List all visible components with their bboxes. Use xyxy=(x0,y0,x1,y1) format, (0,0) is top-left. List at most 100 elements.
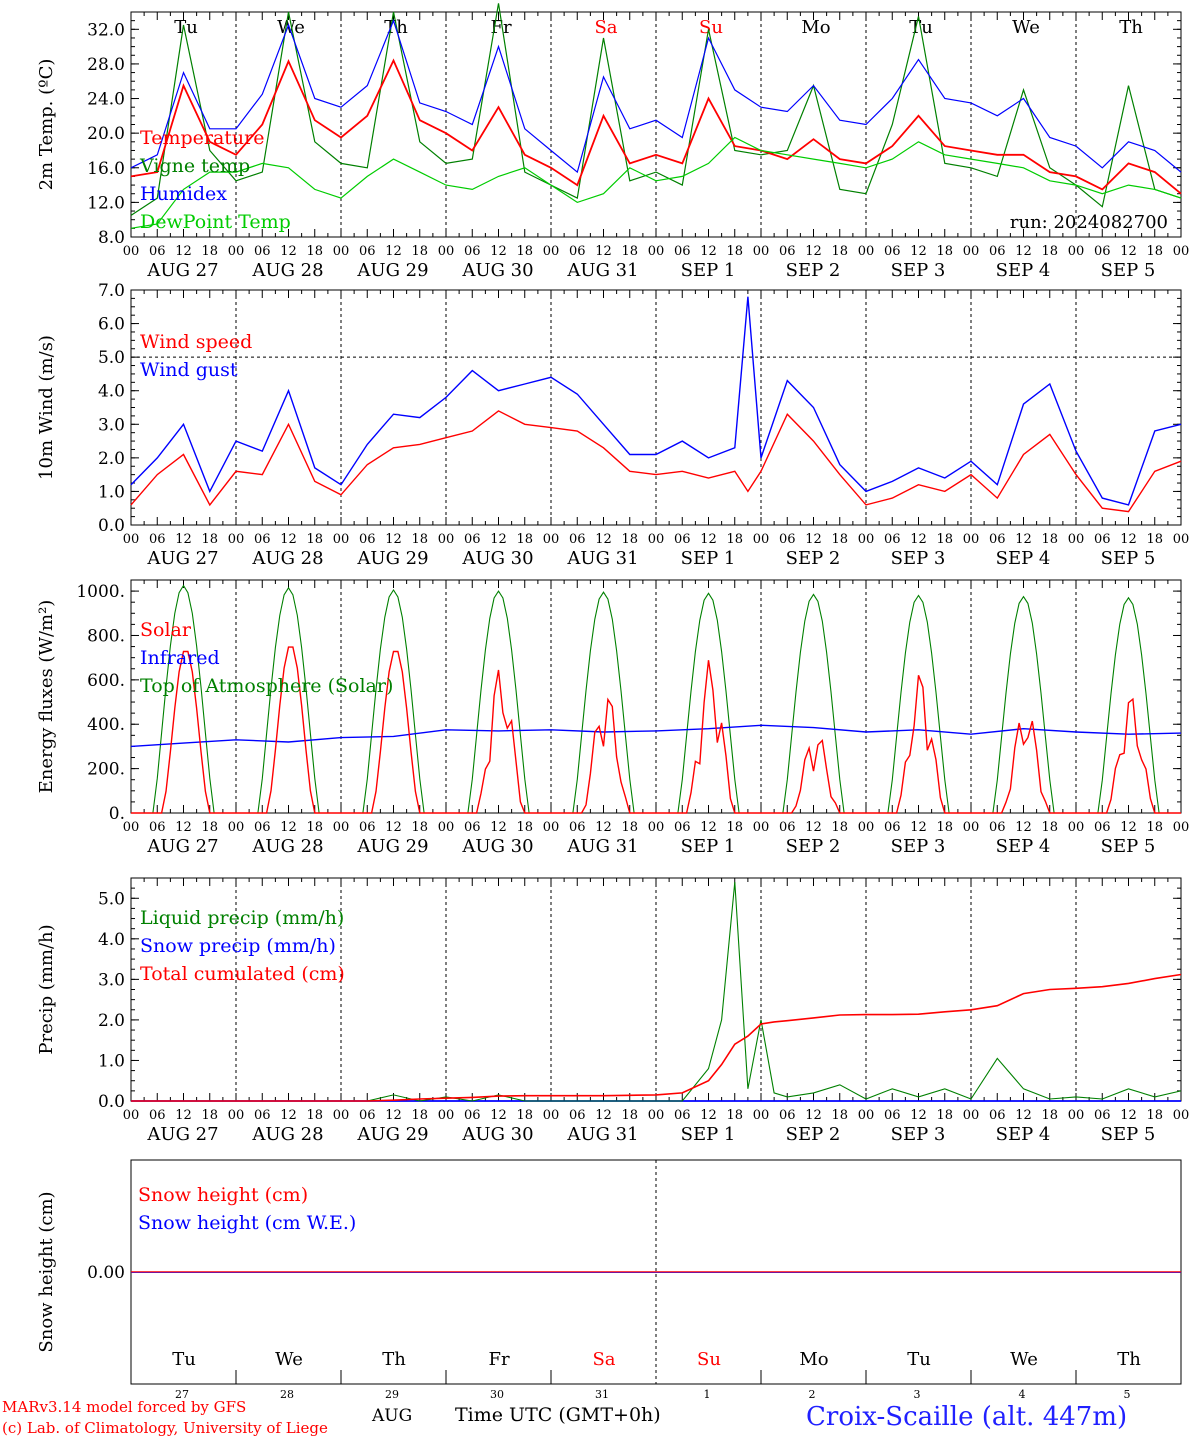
hour-tick-label: 00 xyxy=(543,820,560,835)
hour-tick-label: 12 xyxy=(385,532,402,547)
legend-entry: DewPoint Temp xyxy=(140,211,291,233)
hour-tick-label: 00 xyxy=(123,820,140,835)
hour-tick-label: 12 xyxy=(1015,532,1032,547)
legend-entry: Infrared xyxy=(140,647,220,669)
y-axis-label: Precip (mm/h) xyxy=(36,924,57,1054)
hour-tick-label: 06 xyxy=(779,244,796,259)
y-tick-label: 32.0 xyxy=(87,20,125,40)
hour-tick-label: 00 xyxy=(543,532,560,547)
day-number: 31 xyxy=(595,1388,609,1401)
month-label: AUG xyxy=(372,1406,413,1426)
date-label: SEP 2 xyxy=(786,548,841,569)
date-label: SEP 5 xyxy=(1101,548,1156,569)
station-name: Croix-Scaille (alt. 447m) xyxy=(806,1402,1128,1432)
hour-tick-label: 00 xyxy=(753,820,770,835)
hour-tick-label: 06 xyxy=(464,1108,481,1123)
legend-entry: Snow height (cm W.E.) xyxy=(138,1212,356,1234)
hour-tick-label: 18 xyxy=(831,532,848,547)
weekday-label: Sa xyxy=(594,17,617,38)
weekday-label: Th xyxy=(382,1349,406,1370)
hour-tick-label: 18 xyxy=(411,820,428,835)
legend-entry: Total cumulated (cm) xyxy=(140,963,345,985)
weekday-label: We xyxy=(277,17,305,38)
y-tick-label: 400. xyxy=(87,715,125,735)
y-tick-label: 200. xyxy=(87,760,125,780)
hour-tick-label: 18 xyxy=(1041,1108,1058,1123)
date-label: AUG 30 xyxy=(461,548,533,569)
date-label: AUG 28 xyxy=(251,1124,323,1145)
date-label: AUG 29 xyxy=(356,548,428,569)
hour-tick-label: 00 xyxy=(543,1108,560,1123)
hour-tick-label: 06 xyxy=(149,244,166,259)
hour-tick-label: 06 xyxy=(1094,532,1111,547)
y-axis-label: Snow height (cm) xyxy=(36,1191,57,1352)
hour-tick-label: 12 xyxy=(175,820,192,835)
hour-tick-label: 12 xyxy=(1015,244,1032,259)
run-label: run: 2024082700 xyxy=(1010,212,1168,233)
hour-tick-label: 12 xyxy=(1015,820,1032,835)
hour-tick-label: 00 xyxy=(858,244,875,259)
hour-tick-label: 18 xyxy=(516,244,533,259)
hour-tick-label: 18 xyxy=(726,532,743,547)
date-label: SEP 2 xyxy=(786,260,841,281)
hour-tick-label: 06 xyxy=(674,244,691,259)
date-label: SEP 5 xyxy=(1101,836,1156,857)
hour-tick-label: 18 xyxy=(1146,820,1163,835)
hour-tick-label: 06 xyxy=(989,532,1006,547)
hour-tick-label: 12 xyxy=(175,244,192,259)
hour-tick-label: 12 xyxy=(595,1108,612,1123)
legend-entry: Vigne temp xyxy=(139,155,250,177)
hour-tick-label: 00 xyxy=(228,532,245,547)
date-label: AUG 27 xyxy=(146,260,218,281)
hour-tick-label: 18 xyxy=(306,532,323,547)
hour-tick-label: 18 xyxy=(201,244,218,259)
date-label: SEP 5 xyxy=(1101,1124,1156,1145)
hour-tick-label: 00 xyxy=(648,820,665,835)
hour-tick-label: 12 xyxy=(595,244,612,259)
date-label: SEP 3 xyxy=(891,260,946,281)
date-label: SEP 1 xyxy=(681,836,736,857)
hour-tick-label: 12 xyxy=(700,244,717,259)
weekday-label: Fr xyxy=(488,1349,509,1370)
hour-tick-label: 12 xyxy=(490,532,507,547)
weekday-label: Mo xyxy=(801,17,830,38)
hour-tick-label: 18 xyxy=(516,532,533,547)
hour-tick-label: 00 xyxy=(333,532,350,547)
hour-tick-label: 18 xyxy=(411,244,428,259)
hour-tick-label: 06 xyxy=(569,532,586,547)
hour-tick-label: 06 xyxy=(149,532,166,547)
weekday-label: We xyxy=(1012,17,1040,38)
y-tick-label: 4.0 xyxy=(98,930,125,950)
series-3-line xyxy=(130,136,1182,229)
hour-tick-label: 18 xyxy=(306,244,323,259)
hour-tick-label: 12 xyxy=(1120,820,1137,835)
hour-tick-label: 06 xyxy=(989,1108,1006,1123)
legend-entry: Humidex xyxy=(140,183,227,205)
hour-tick-label: 12 xyxy=(385,820,402,835)
hour-tick-label: 12 xyxy=(175,532,192,547)
hour-tick-label: 12 xyxy=(700,820,717,835)
hour-tick-label: 18 xyxy=(831,1108,848,1123)
hour-tick-label: 00 xyxy=(1173,820,1190,835)
date-label: SEP 1 xyxy=(681,260,736,281)
y-tick-label: 0.0 xyxy=(98,516,125,536)
hour-tick-label: 18 xyxy=(726,820,743,835)
hour-tick-label: 00 xyxy=(858,1108,875,1123)
day-number: 4 xyxy=(1019,1388,1026,1401)
hour-tick-label: 06 xyxy=(779,532,796,547)
date-label: SEP 5 xyxy=(1101,260,1156,281)
hour-tick-label: 18 xyxy=(201,1108,218,1123)
hour-tick-label: 06 xyxy=(1094,244,1111,259)
y-tick-label: 8.0 xyxy=(98,228,125,248)
hour-tick-label: 12 xyxy=(805,820,822,835)
hour-tick-label: 12 xyxy=(490,244,507,259)
infrared-line xyxy=(130,724,1182,748)
legend-entry: Snow height (cm) xyxy=(138,1184,308,1206)
hour-tick-label: 18 xyxy=(201,532,218,547)
hour-tick-label: 06 xyxy=(359,532,376,547)
hour-tick-label: 12 xyxy=(1015,1108,1032,1123)
hour-tick-label: 18 xyxy=(936,1108,953,1123)
legend-entry: Solar xyxy=(140,619,192,641)
total-cumulated-line xyxy=(131,973,1182,1102)
hour-tick-label: 00 xyxy=(1068,244,1085,259)
